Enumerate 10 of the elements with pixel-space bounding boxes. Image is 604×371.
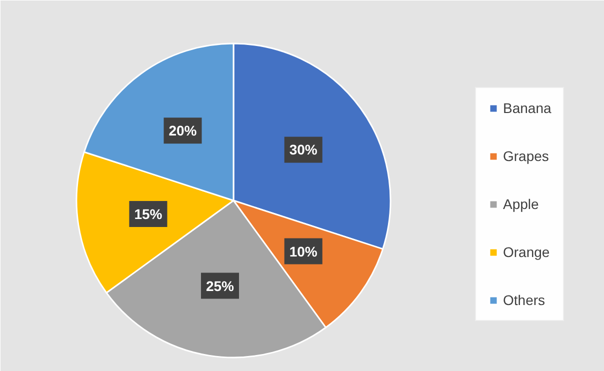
legend-label: Banana [503,100,552,116]
legend-label: Others [503,292,546,308]
data-label: 30% [289,142,318,158]
legend-label: Apple [503,196,539,212]
data-label: 15% [134,206,163,222]
data-label: 25% [206,278,235,294]
data-label: 20% [168,122,198,139]
data-label: 10% [289,243,318,260]
legend-label: Orange [503,244,550,260]
legend-label: Grapes [503,148,549,164]
